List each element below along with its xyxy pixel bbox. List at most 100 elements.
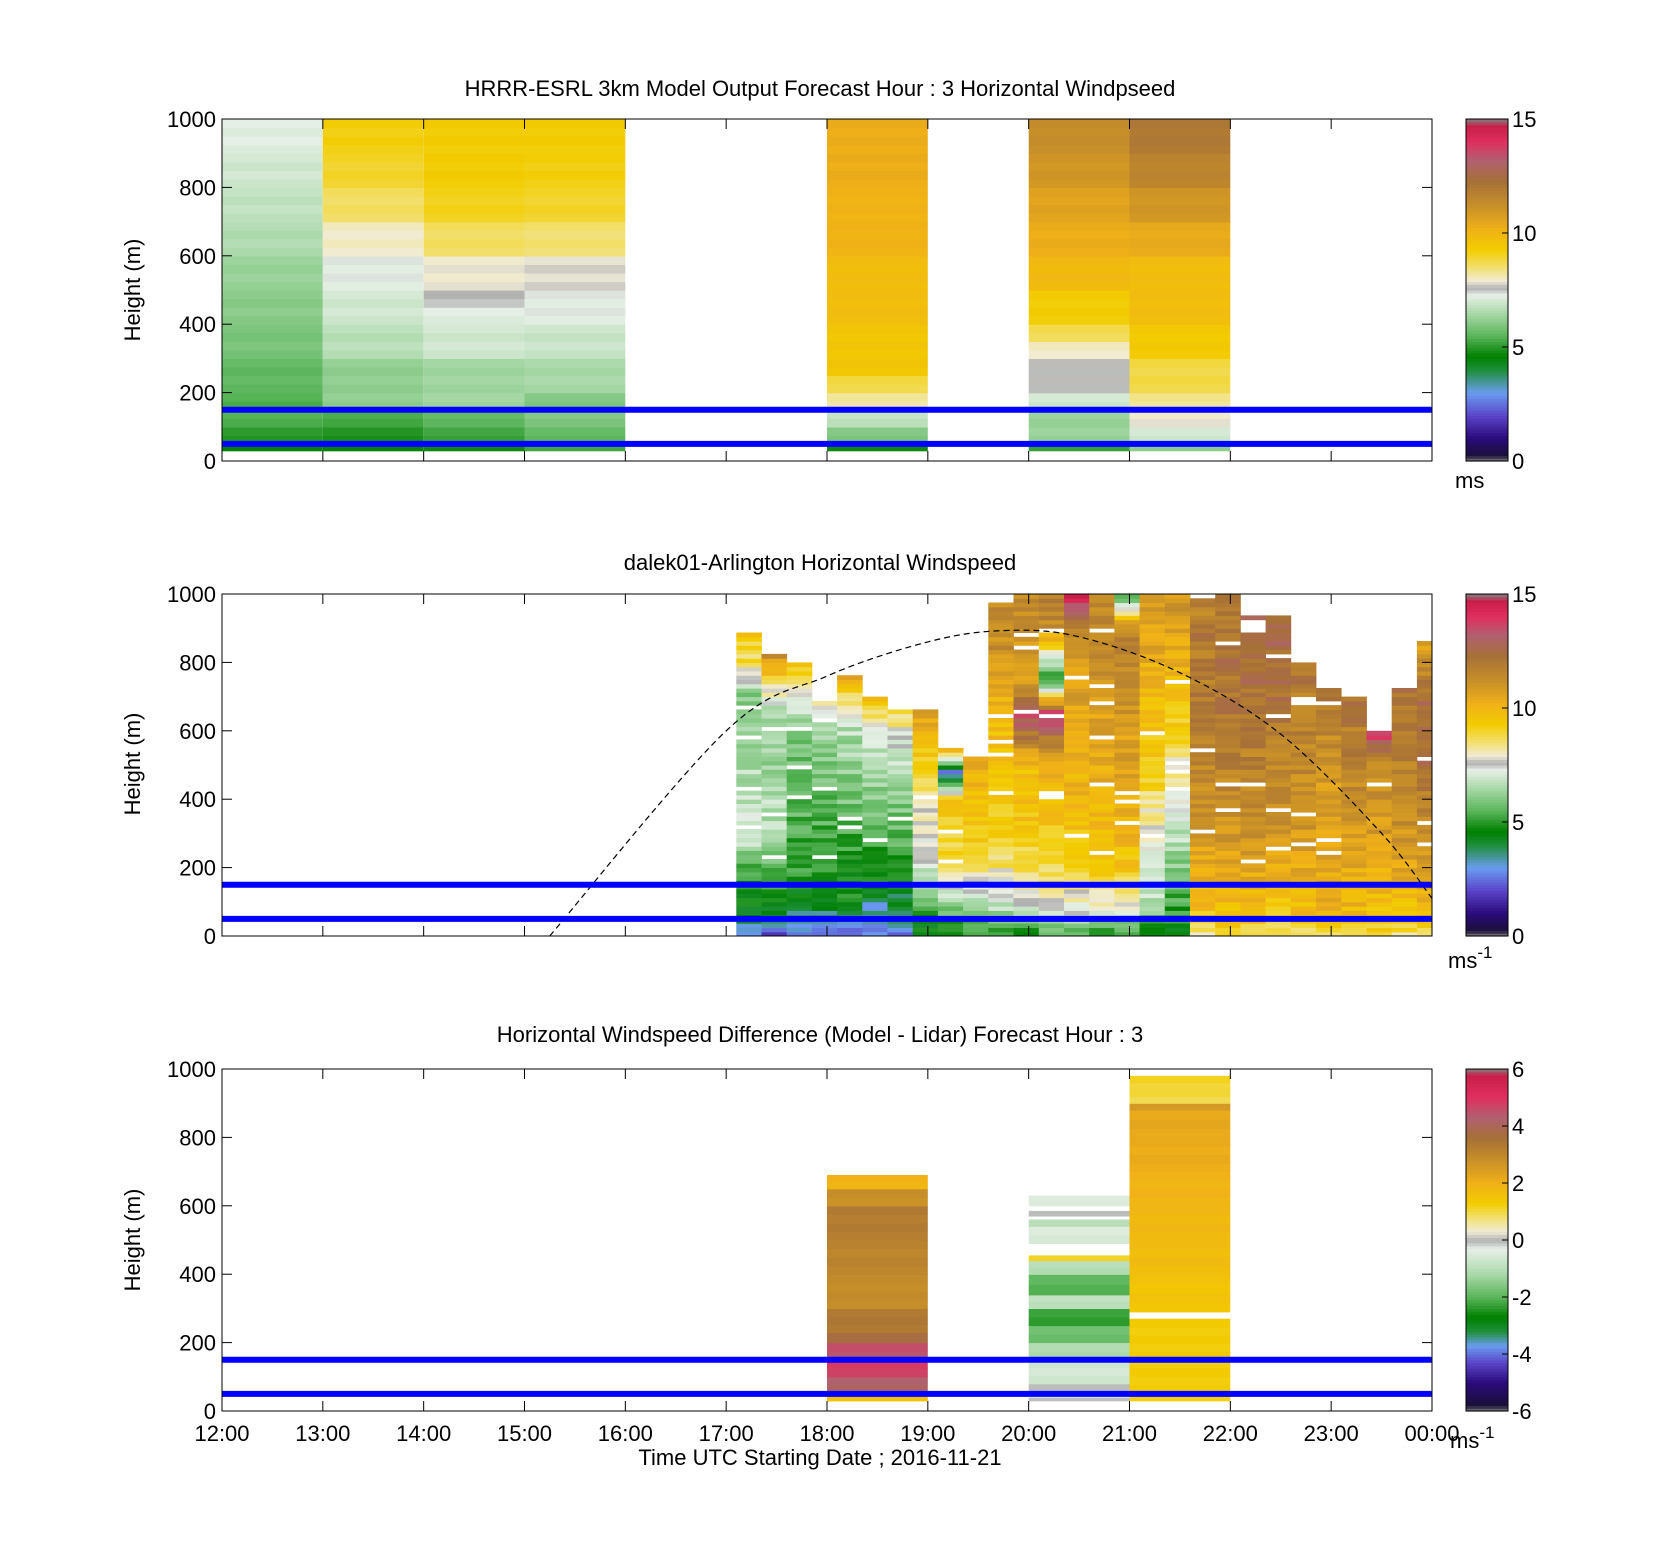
colorbar-segment xyxy=(1466,1205,1508,1210)
heatmap-cell xyxy=(1028,392,1130,402)
colorbar-segment xyxy=(1466,136,1508,140)
heatmap-cell xyxy=(1129,426,1231,436)
heatmap-cell xyxy=(1341,760,1367,766)
heatmap-cell xyxy=(1190,786,1216,792)
heatmap-cell xyxy=(1129,195,1231,206)
heatmap-cell xyxy=(222,238,323,248)
heatmap-cell xyxy=(963,837,989,843)
heatmap-cell xyxy=(1190,679,1216,685)
heatmap-cell xyxy=(736,666,762,672)
heatmap-cell xyxy=(1341,850,1367,856)
heatmap-cell xyxy=(1064,709,1090,715)
colorbar-segment xyxy=(1466,1379,1508,1384)
heatmap-cell xyxy=(1265,782,1292,787)
heatmap-cell xyxy=(1089,812,1115,817)
heatmap-cell xyxy=(1215,910,1241,916)
colorbar-segment xyxy=(1466,401,1508,405)
heatmap-cell xyxy=(1114,760,1140,766)
heatmap-cell xyxy=(1038,602,1065,608)
heatmap-cell xyxy=(1013,636,1040,642)
heatmap-cell xyxy=(1114,897,1140,903)
heatmap-cell xyxy=(1114,636,1140,642)
heatmap-cell xyxy=(1064,683,1090,689)
colorbar-segment xyxy=(1466,1351,1508,1355)
heatmap-cell xyxy=(1129,1180,1231,1190)
heatmap-cell xyxy=(736,833,762,839)
heatmap-cell xyxy=(222,290,323,300)
heatmap-cell xyxy=(988,658,1014,663)
colorbar-segment xyxy=(1466,381,1508,385)
heatmap-cell xyxy=(222,315,323,325)
heatmap-cell xyxy=(1240,671,1266,676)
heatmap-cell xyxy=(1391,931,1418,937)
heatmap-cell xyxy=(1129,1188,1231,1198)
heatmap-cell xyxy=(1240,700,1266,706)
heatmap-cell xyxy=(222,178,323,188)
heatmap-cell xyxy=(1416,816,1433,822)
colorbar-segment xyxy=(1466,1188,1508,1193)
heatmap-cell xyxy=(1190,718,1216,723)
heatmap-cell xyxy=(1164,594,1191,599)
colorbar-segment xyxy=(1466,782,1508,786)
heatmap-cell xyxy=(1089,773,1115,779)
heatmap-cell xyxy=(1129,127,1231,137)
colorbar-segment xyxy=(1466,1251,1508,1255)
heatmap-cell xyxy=(1190,752,1216,757)
heatmap-cell xyxy=(1013,658,1040,663)
heatmap-cell xyxy=(1316,777,1342,783)
heatmap-cell xyxy=(1215,653,1241,659)
heatmap-cell xyxy=(1129,119,1231,129)
heatmap-cell xyxy=(1028,1342,1130,1352)
heatmap-cell xyxy=(1064,700,1090,706)
data-column xyxy=(1139,594,1166,937)
colorbar-segment xyxy=(1466,1211,1508,1215)
heatmap-cell xyxy=(1416,799,1433,804)
heatmap-cell xyxy=(1366,799,1393,804)
heatmap-cell xyxy=(937,837,964,843)
heatmap-cell xyxy=(1190,730,1216,736)
heatmap-cell xyxy=(786,850,813,856)
heatmap-cell xyxy=(761,927,788,933)
heatmap-cell xyxy=(1316,854,1342,860)
colorbar-segment xyxy=(1466,873,1508,877)
data-column xyxy=(1028,119,1130,452)
heatmap-cell xyxy=(827,1265,928,1275)
heatmap-cell xyxy=(1190,632,1216,638)
heatmap-cell xyxy=(887,765,914,770)
heatmap-cell xyxy=(937,906,964,911)
heatmap-cell xyxy=(423,272,525,283)
colorbar-segment xyxy=(1466,241,1508,245)
heatmap-cell xyxy=(1139,829,1166,834)
heatmap-cell xyxy=(1013,598,1040,604)
heatmap-cell xyxy=(322,341,424,351)
data-column xyxy=(887,709,914,937)
heatmap-cell xyxy=(1038,662,1065,668)
heatmap-cell xyxy=(1215,850,1241,856)
heatmap-cell xyxy=(423,187,525,197)
heatmap-cell xyxy=(524,409,626,419)
heatmap-cell xyxy=(887,713,914,719)
heatmap-cell xyxy=(786,713,813,719)
heatmap-cell xyxy=(937,824,964,830)
heatmap-cell xyxy=(736,889,762,894)
colorbar-segment xyxy=(1466,705,1508,709)
heatmap-cell xyxy=(1240,842,1266,847)
heatmap-cell xyxy=(1114,773,1140,779)
heatmap-cell xyxy=(1013,893,1040,899)
heatmap-cell xyxy=(1316,718,1342,723)
heatmap-cell xyxy=(761,683,788,689)
heatmap-cell xyxy=(1064,623,1090,629)
colorbar-segment xyxy=(1466,679,1508,683)
heatmap-cell xyxy=(811,705,838,710)
heatmap-cell xyxy=(1240,747,1266,753)
heatmap-cell xyxy=(1028,409,1130,419)
heatmap-cell xyxy=(988,700,1014,706)
colorbar-segment xyxy=(1466,861,1508,866)
heatmap-cell xyxy=(1416,645,1433,651)
heatmap-cell xyxy=(423,332,525,342)
heatmap-cell xyxy=(1028,418,1130,428)
heatmap-cell xyxy=(1215,846,1241,851)
heatmap-cell xyxy=(1215,756,1241,762)
heatmap-cell xyxy=(1366,923,1393,928)
